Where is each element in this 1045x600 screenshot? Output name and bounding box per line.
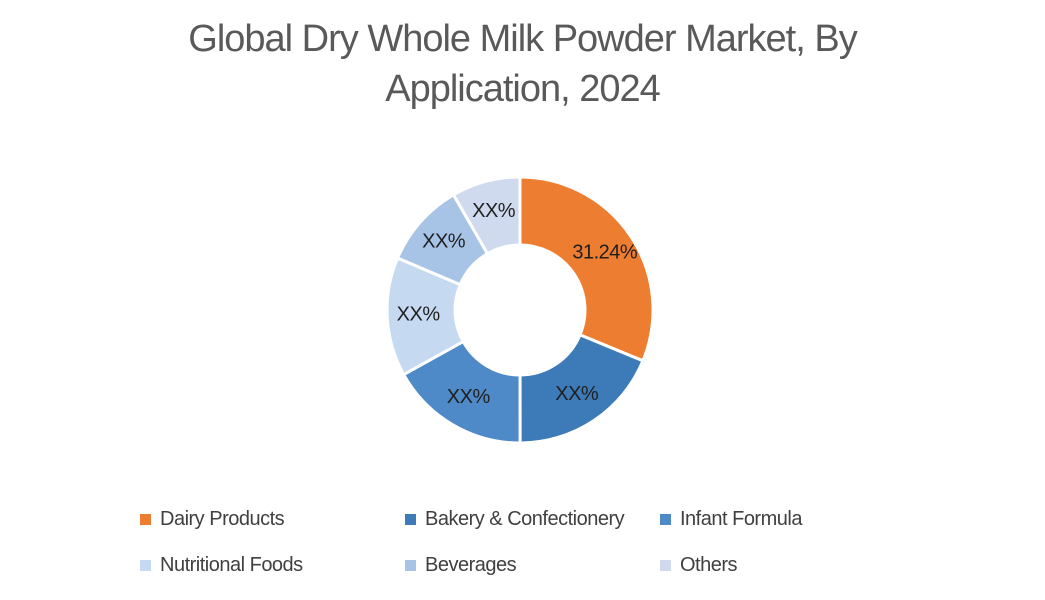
legend-item-nutritional-foods: Nutritional Foods [140, 552, 405, 578]
legend-item-beverages: Beverages [405, 552, 660, 578]
chart-legend: Dairy Products Bakery & Confectionery Infa… [140, 506, 802, 578]
legend-swatch-dairy-products [140, 513, 151, 525]
legend-label-nutritional-foods: Nutritional Foods [160, 553, 303, 576]
legend-label-others: Others [680, 553, 738, 576]
chart-title-line-1: Global Dry Whole Milk Powder Market, By [188, 18, 857, 60]
legend-swatch-beverages [405, 559, 416, 571]
legend-item-infant-formula: Infant Formula [660, 506, 802, 532]
slice-label-bakery-confectionery: XX% [555, 383, 599, 405]
chart-title: Global Dry Whole Milk Powder Market, By … [0, 14, 1045, 114]
slice-label-dairy-products: 31.24% [572, 242, 638, 264]
slice-label-nutritional-foods: XX% [397, 304, 441, 326]
slice-label-infant-formula: XX% [447, 386, 491, 408]
legend-swatch-others [660, 559, 671, 571]
legend-label-beverages: Beverages [425, 553, 517, 576]
legend-swatch-infant-formula [660, 513, 671, 525]
legend-label-infant-formula: Infant Formula [680, 507, 802, 530]
chart-title-line-2: Application, 2024 [385, 68, 661, 110]
legend-item-dairy-products: Dairy Products [140, 506, 405, 532]
legend-item-others: Others [660, 552, 802, 578]
legend-swatch-bakery-confectionery [405, 513, 416, 525]
legend-label-bakery-confectionery: Bakery & Confectionery [425, 507, 625, 530]
slice-bakery-confectionery [518, 332, 645, 445]
legend-item-bakery-confectionery: Bakery & Confectionery [405, 506, 660, 532]
slice-dairy-products [518, 175, 655, 363]
donut-chart: 31.24% XX% XX% XX% XX% XX% [385, 175, 655, 445]
slice-label-others: XX% [472, 200, 516, 222]
legend-swatch-nutritional-foods [140, 559, 151, 571]
legend-label-dairy-products: Dairy Products [160, 507, 285, 530]
slice-label-beverages: XX% [422, 231, 466, 253]
slice-others [451, 175, 522, 256]
